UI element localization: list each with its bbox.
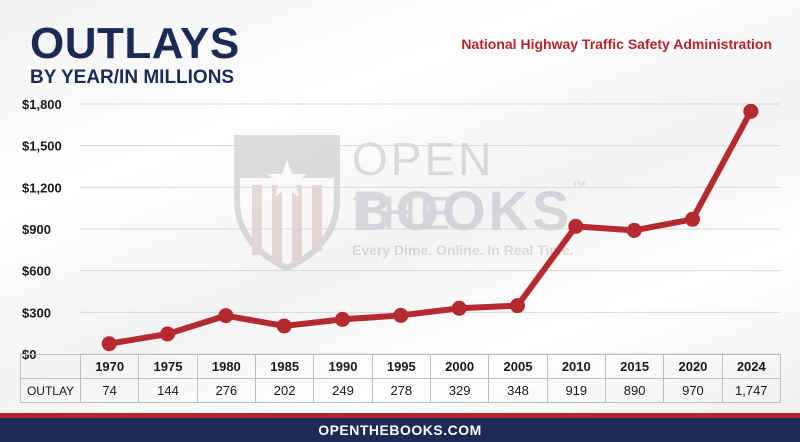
data-label: 276 <box>196 378 256 403</box>
data-point <box>743 103 759 119</box>
x-tick-label: 2005 <box>488 354 548 379</box>
x-tick-label: 1995 <box>371 354 431 379</box>
data-point <box>626 222 642 238</box>
background <box>0 0 800 420</box>
data-point <box>685 211 700 227</box>
data-label: 278 <box>371 378 431 403</box>
y-tick-label: $900 <box>22 222 51 237</box>
data-point <box>568 218 584 234</box>
data-point <box>218 308 234 324</box>
data-label: 919 <box>546 378 606 403</box>
chart-title: OUTLAYS <box>30 19 240 68</box>
data-label: 970 <box>663 378 723 403</box>
y-axis-ticks: $0$300$600$900$1,200$1,500$1,800 <box>22 97 62 362</box>
outlay-row: OUTLAY 74 144 276 202 249 278 329 348 919 890 970 1,… <box>20 378 781 403</box>
data-label: 249 <box>313 378 373 403</box>
x-tick-label: 2020 <box>663 354 723 379</box>
footer-accent <box>0 413 800 418</box>
x-tick-label: 1970 <box>79 354 140 379</box>
data-point <box>393 307 409 323</box>
series-layer <box>101 103 759 352</box>
data-point <box>510 298 525 314</box>
data-point <box>451 300 467 316</box>
data-label: 1,747 <box>721 378 781 403</box>
data-label: 348 <box>488 378 548 403</box>
x-tick-label: 2024 <box>721 354 781 379</box>
x-tick-label: 1985 <box>254 354 315 379</box>
x-tick-label: 2015 <box>604 354 665 379</box>
row-label: OUTLAY <box>20 378 81 403</box>
data-point <box>276 318 292 334</box>
footer-url: OPENTHEBOOKS.COM <box>0 418 800 442</box>
table-corner <box>20 354 81 379</box>
data-table: 1970 1975 1980 1985 1990 1995 2000 2005 2010 2015… <box>20 354 781 403</box>
data-point <box>101 336 117 352</box>
x-tick-label: 1975 <box>138 354 198 379</box>
outlay-series-line <box>108 109 754 347</box>
y-tick-label: $1,500 <box>22 139 62 154</box>
y-tick-label: $300 <box>22 305 51 320</box>
gridlines <box>80 103 780 355</box>
data-label: 144 <box>138 378 198 403</box>
year-row: 1970 1975 1980 1985 1990 1995 2000 2005 2010 2015… <box>20 354 781 379</box>
x-tick-label: 1980 <box>196 354 256 379</box>
x-tick-label: 1990 <box>313 354 373 379</box>
data-label: 890 <box>604 378 665 403</box>
data-point <box>160 326 175 342</box>
y-tick-label: $1,200 <box>22 180 62 195</box>
y-tick-label: $1,800 <box>22 97 62 112</box>
x-tick-label: 2000 <box>429 354 490 379</box>
source-label: National Highway Traffic Safety Administ… <box>461 36 772 52</box>
chart-subtitle: BY YEAR/IN MILLIONS <box>30 67 235 88</box>
data-label: 74 <box>79 378 140 403</box>
y-tick-label: $600 <box>22 264 51 279</box>
data-label: 202 <box>254 378 315 403</box>
data-label: 329 <box>429 378 490 403</box>
x-tick-label: 2010 <box>546 354 606 379</box>
data-point <box>335 311 350 327</box>
